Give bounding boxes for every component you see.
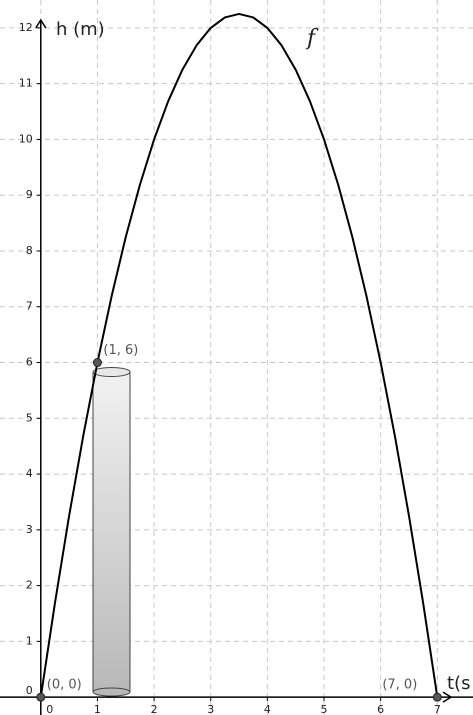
point-label: (0, 0) (47, 678, 82, 693)
grid (0, 0, 473, 715)
chart: 012345670123456789101112 h (m) t(s f(0, … (0, 0, 473, 715)
y-tick-label: 0 (26, 684, 33, 697)
cylinder (93, 368, 130, 697)
curve-label: f (305, 26, 319, 51)
y-tick-label: 7 (26, 300, 33, 313)
x-tick-label: 1 (94, 703, 101, 715)
x-tick-label: 4 (264, 703, 271, 715)
point (37, 693, 45, 701)
y-axis-label: h (m) (56, 19, 105, 40)
y-tick-label: 11 (19, 77, 33, 90)
point (93, 359, 101, 367)
x-tick-label: 7 (434, 703, 441, 715)
y-tick-label: 6 (26, 356, 33, 369)
point-label: (7, 0) (382, 678, 417, 693)
point-label: (1, 6) (103, 343, 138, 358)
x-tick-label: 2 (151, 703, 158, 715)
y-tick-label: 1 (26, 634, 33, 647)
y-tick-label: 9 (26, 188, 33, 201)
point (433, 693, 441, 701)
x-tick-label: 3 (207, 703, 214, 715)
y-tick-label: 12 (19, 21, 33, 34)
x-tick-label: 5 (321, 703, 328, 715)
x-axis-label: t(s (447, 673, 470, 694)
y-tick-label: 10 (19, 132, 33, 145)
y-tick-label: 4 (26, 467, 33, 480)
y-tick-label: 3 (26, 523, 33, 536)
y-tick-label: 2 (26, 579, 33, 592)
x-tick-label: 6 (377, 703, 384, 715)
y-tick-label: 8 (26, 244, 33, 257)
y-tick-label: 5 (26, 411, 33, 424)
x-tick-label: 0 (46, 703, 53, 715)
